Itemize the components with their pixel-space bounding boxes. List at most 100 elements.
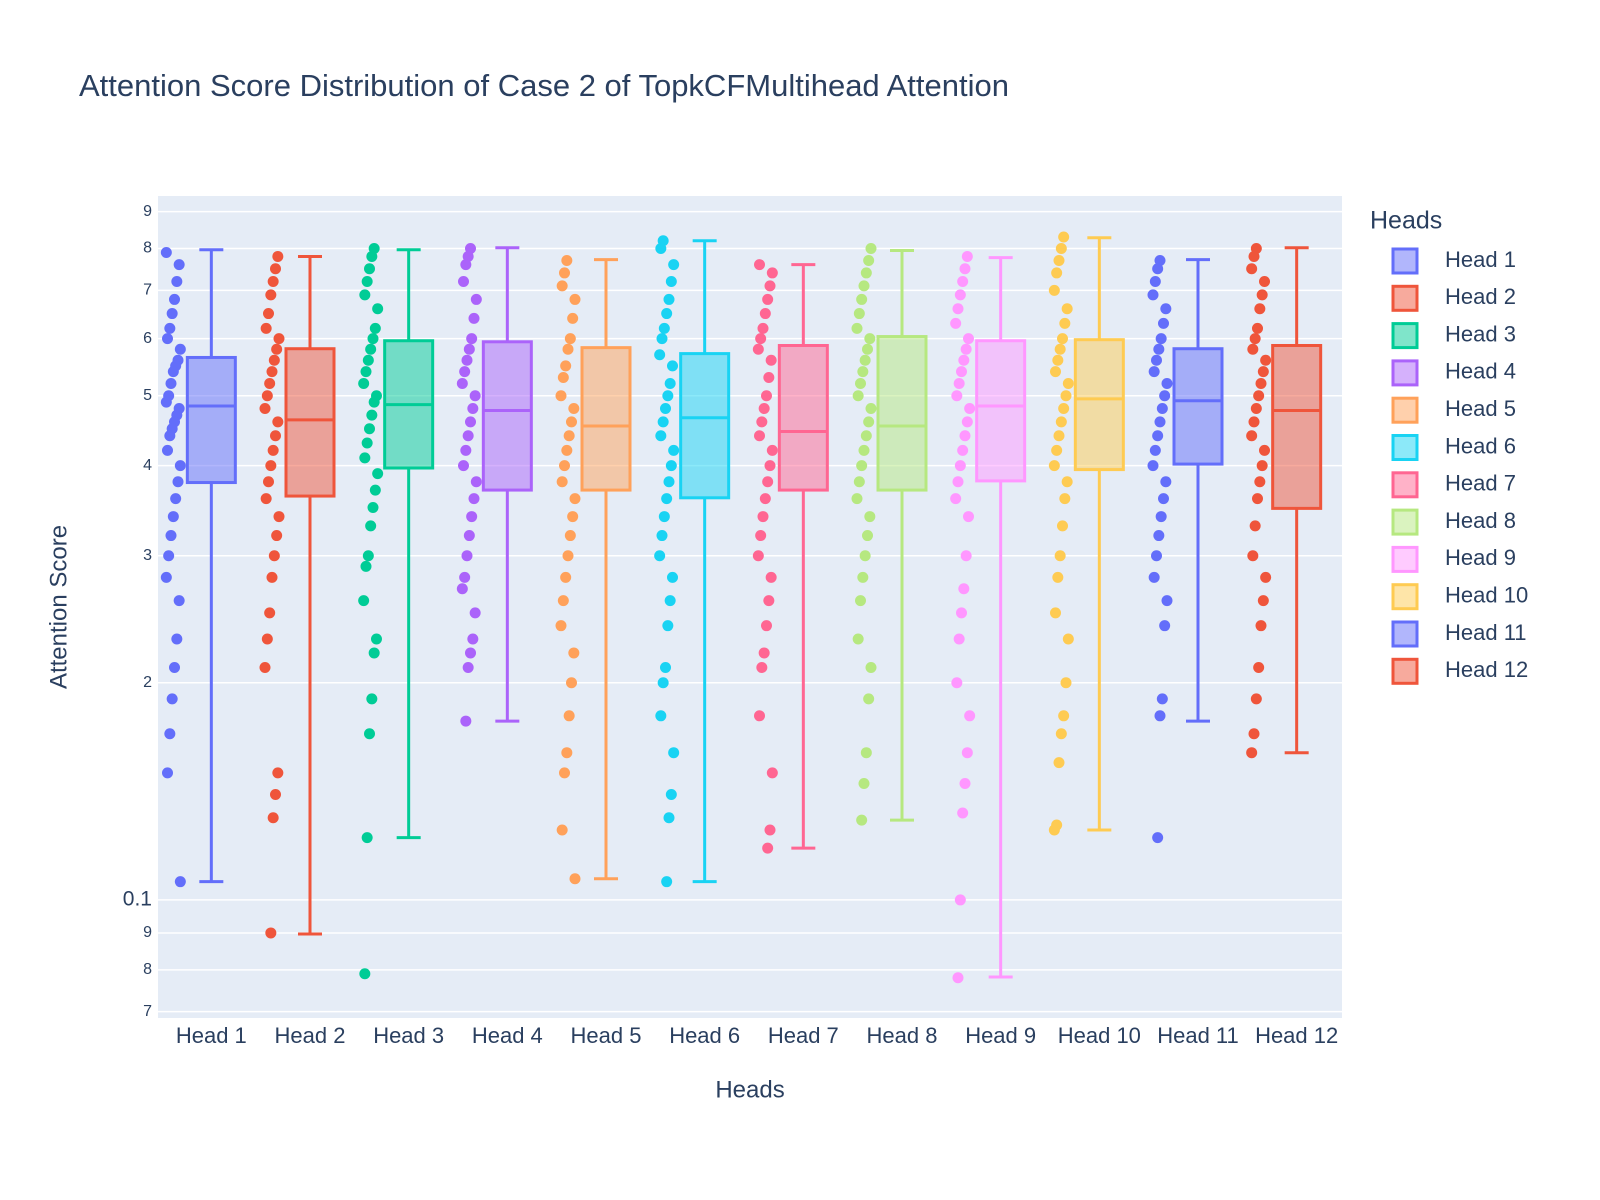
legend-item[interactable]: Head 1 [1391,247,1516,275]
legend-item[interactable]: Head 6 [1391,433,1516,461]
point [766,267,778,279]
point [755,530,767,542]
point [858,444,870,456]
point [271,530,283,542]
point [172,476,184,488]
legend-item[interactable]: Head 7 [1391,471,1516,499]
point [160,396,172,408]
legend-label: Head 11 [1445,620,1527,645]
point [862,530,873,542]
point [1249,520,1261,532]
point [858,280,870,292]
point [467,633,479,645]
point [961,416,973,428]
point [1154,710,1166,722]
x-tick-label: Head 12 [1255,1023,1338,1048]
point [160,246,172,258]
point [173,595,185,607]
point [167,511,179,523]
point [461,550,473,562]
legend-item[interactable]: Head 12 [1391,657,1528,685]
legend-item[interactable]: Head 9 [1391,545,1516,573]
point [371,633,382,645]
point [162,767,173,779]
point [1152,430,1164,442]
point [951,390,963,402]
point [559,767,570,779]
box [481,340,533,492]
point [1057,333,1068,345]
point [1158,493,1169,505]
legend-item[interactable]: Head 8 [1391,508,1516,536]
point [460,259,472,271]
point [163,550,175,562]
point [372,303,384,315]
point [267,812,279,824]
point [1252,493,1263,505]
point [1053,757,1065,769]
point [1055,728,1067,740]
point [759,493,771,505]
legend-item[interactable]: Head 11 [1391,620,1527,648]
point [1155,511,1167,523]
legend-swatch [1391,545,1419,573]
point [162,444,173,456]
legend-item[interactable]: Head 3 [1391,321,1516,350]
point [562,550,574,562]
point [557,371,569,383]
point [765,354,777,366]
point [460,715,472,727]
point [1058,403,1070,415]
point [364,263,375,275]
legend-label: Head 12 [1445,657,1528,682]
point [1253,662,1265,674]
point [174,876,186,888]
point [762,293,774,305]
point [661,876,673,888]
point [661,308,673,320]
point [956,366,967,378]
point [863,254,875,266]
legend-label: Head 10 [1445,583,1528,608]
point [954,289,966,301]
point [660,662,671,674]
point [1159,390,1171,402]
point [1160,303,1172,315]
point [261,390,273,402]
point [660,403,671,415]
point [859,354,871,366]
y-tick-label: 6 [143,330,152,347]
point [556,476,568,488]
point [860,267,872,279]
point [1148,571,1160,583]
point [265,460,277,472]
point [655,243,667,255]
point [359,289,371,301]
point [263,308,274,320]
point [963,333,974,345]
point [467,403,479,415]
y-tick-label: 8 [143,961,152,978]
legend-swatch [1391,471,1419,499]
point [957,444,969,456]
point [851,493,863,505]
legend-swatch [1391,359,1419,387]
point [360,366,372,378]
point [458,276,469,288]
point [950,317,962,329]
legend-item[interactable]: Head 4 [1391,359,1516,387]
point [858,778,870,790]
legend-item[interactable]: Head 2 [1391,284,1516,312]
point [960,343,972,355]
point [265,289,277,301]
point [273,511,285,523]
point [170,493,182,505]
legend-item[interactable]: Head 10 [1391,583,1528,611]
legend-item[interactable]: Head 5 [1391,396,1516,424]
point [1248,416,1260,428]
point [852,633,864,645]
point [1247,550,1259,562]
y-tick-label: 0.1 [123,887,152,910]
point [1249,333,1261,345]
point [1260,571,1272,583]
